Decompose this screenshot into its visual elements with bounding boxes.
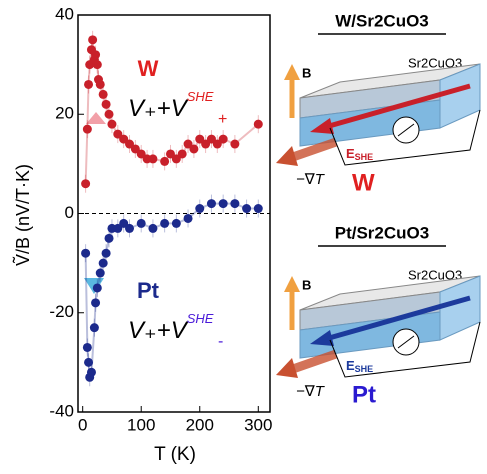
annotation: V₊+VSHE <box>128 89 214 122</box>
data-point <box>160 157 169 166</box>
y-tick-label: 0 <box>65 203 74 222</box>
metal-label: Pt <box>352 381 376 408</box>
data-point <box>178 149 187 158</box>
data-point <box>87 368 96 377</box>
data-point <box>102 249 111 258</box>
efield-main: E <box>346 146 355 161</box>
annotation-sup: SHE <box>187 89 214 104</box>
data-point <box>93 60 102 69</box>
annotation-text: V₊+V <box>128 317 189 344</box>
efield-label: ESHE <box>346 146 373 162</box>
gradient-arrowhead <box>276 358 298 378</box>
annotation-sup: SHE <box>187 311 214 326</box>
x-tick-label: 200 <box>186 415 214 434</box>
annotation: V₊+VSHE <box>128 311 214 344</box>
page: {"chart_data": {"type": "scatter", "x_la… <box>0 0 487 469</box>
efield-sub: SHE <box>355 152 374 162</box>
data-point <box>160 219 169 228</box>
data-point <box>88 35 97 44</box>
data-point <box>184 214 193 223</box>
data-point <box>84 80 93 89</box>
efield-main: E <box>346 358 355 373</box>
data-point <box>242 204 251 213</box>
diagram-title: Pt/Sr2CuO3 <box>335 223 429 242</box>
x-tick-label: 0 <box>78 415 87 434</box>
data-point <box>93 283 102 292</box>
y-axis-label: Ṽ/B (nV/T·K) <box>12 164 33 266</box>
field-label: B <box>302 65 311 80</box>
data-point <box>148 224 157 233</box>
data-point <box>137 219 146 228</box>
annotation-sub: + <box>218 111 227 128</box>
data-point <box>125 224 134 233</box>
data-point <box>81 249 90 258</box>
gradient-arrowhead <box>276 146 298 166</box>
series-label: Pt <box>137 278 160 303</box>
data-point <box>91 298 100 307</box>
annotation-text: V₊+V <box>128 95 189 122</box>
series-label: W <box>138 56 159 81</box>
gradient-label: −∇T <box>296 171 326 188</box>
field-label: B <box>302 277 311 292</box>
gradient-label: −∇T <box>296 383 326 400</box>
x-axis-label: T (K) <box>154 444 196 465</box>
y-tick-label: 20 <box>55 104 74 123</box>
marker-arrow <box>86 112 106 124</box>
data-point <box>254 204 263 213</box>
data-point <box>230 140 239 149</box>
y-tick-label: -20 <box>49 302 74 321</box>
figure: Ṽ/B (nV/T·K) T (K) W V₊+VSHE + Pt V₊+VSH… <box>0 0 487 469</box>
x-tick-label: 100 <box>127 415 155 434</box>
data-point <box>189 144 198 153</box>
data-point <box>83 343 92 352</box>
data-point <box>81 179 90 188</box>
b-arrowhead <box>284 276 300 292</box>
efield-label: ESHE <box>346 358 373 374</box>
data-point <box>172 219 181 228</box>
data-point <box>107 120 116 129</box>
efield-sub: SHE <box>355 364 374 374</box>
data-point <box>219 135 228 144</box>
y-tick-label: -40 <box>49 401 74 420</box>
diagram-title: W/Sr2CuO3 <box>335 11 429 30</box>
annotation-sub: - <box>218 333 223 350</box>
data-point <box>230 199 239 208</box>
data-point <box>83 125 92 134</box>
data-point <box>148 154 157 163</box>
y-tick-label: 40 <box>55 4 74 23</box>
data-point <box>254 120 263 129</box>
b-arrowhead <box>284 64 300 80</box>
x-tick-label: 300 <box>244 415 272 434</box>
data-point <box>91 50 100 59</box>
data-point <box>219 199 228 208</box>
data-point <box>195 204 204 213</box>
data-point <box>207 199 216 208</box>
data-point <box>90 323 99 332</box>
metal-label: W <box>352 169 375 196</box>
